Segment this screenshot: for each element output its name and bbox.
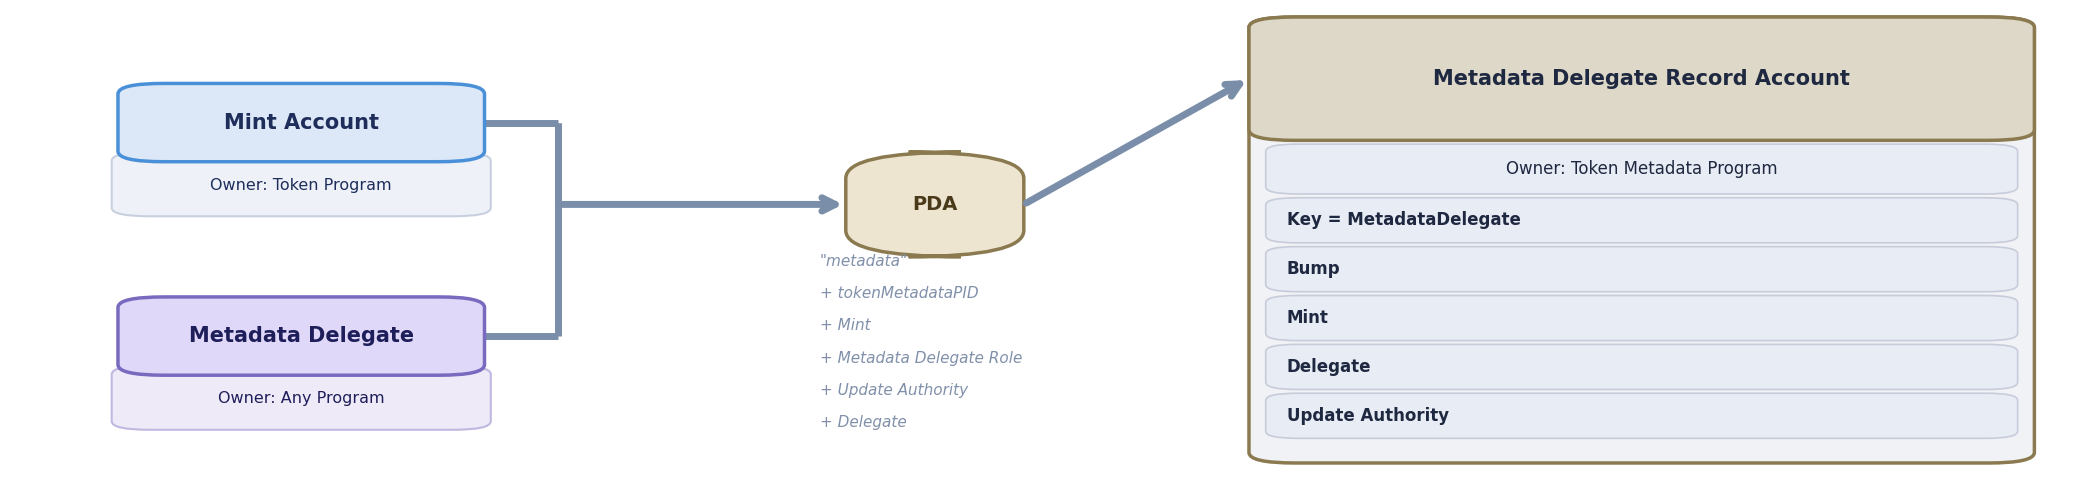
Text: + tokenMetadataPID: + tokenMetadataPID (819, 286, 979, 301)
Text: Mint Account: Mint Account (225, 113, 378, 132)
FancyBboxPatch shape (111, 152, 491, 216)
FancyBboxPatch shape (1250, 17, 2035, 463)
Text: Owner: Token Metadata Program: Owner: Token Metadata Program (1506, 160, 1777, 178)
Text: Key = MetadataDelegate: Key = MetadataDelegate (1287, 211, 1520, 229)
Text: + Metadata Delegate Role: + Metadata Delegate Role (819, 350, 1023, 366)
Text: "metadata": "metadata" (819, 254, 907, 269)
FancyBboxPatch shape (1266, 393, 2018, 438)
FancyBboxPatch shape (1266, 344, 2018, 389)
Text: Metadata Delegate Record Account: Metadata Delegate Record Account (1432, 69, 1850, 89)
FancyBboxPatch shape (1266, 296, 2018, 341)
FancyBboxPatch shape (1266, 198, 2018, 243)
Text: + Mint: + Mint (819, 318, 869, 334)
Text: Delegate: Delegate (1287, 358, 1371, 376)
Text: Bump: Bump (1287, 260, 1340, 278)
FancyBboxPatch shape (846, 152, 1025, 257)
Text: Owner: Any Program: Owner: Any Program (218, 391, 384, 407)
FancyBboxPatch shape (1266, 144, 2018, 194)
Text: + Update Authority: + Update Authority (819, 383, 968, 398)
FancyBboxPatch shape (1266, 247, 2018, 292)
Text: PDA: PDA (911, 195, 958, 214)
Text: Mint: Mint (1287, 309, 1329, 327)
Text: Metadata Delegate: Metadata Delegate (189, 326, 414, 346)
FancyBboxPatch shape (1250, 17, 2035, 140)
Text: Owner: Token Program: Owner: Token Program (210, 178, 393, 193)
FancyBboxPatch shape (118, 84, 485, 162)
Text: + Delegate: + Delegate (819, 415, 907, 430)
FancyBboxPatch shape (118, 297, 485, 375)
FancyBboxPatch shape (111, 366, 491, 430)
Text: Update Authority: Update Authority (1287, 407, 1449, 425)
